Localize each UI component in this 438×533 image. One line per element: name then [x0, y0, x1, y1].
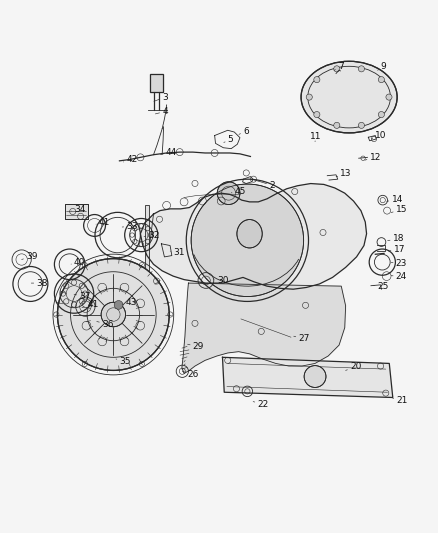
Circle shape	[191, 184, 304, 296]
Polygon shape	[150, 75, 163, 92]
Text: 38: 38	[31, 279, 48, 288]
Text: 18: 18	[388, 234, 404, 243]
Text: 4: 4	[155, 107, 168, 116]
Text: 11: 11	[310, 132, 321, 142]
Text: 6: 6	[239, 127, 249, 136]
Text: 23: 23	[391, 260, 407, 269]
Bar	[65, 204, 88, 220]
Circle shape	[334, 122, 340, 128]
Circle shape	[114, 301, 123, 309]
Text: 43: 43	[122, 298, 137, 307]
Text: 42: 42	[124, 156, 138, 165]
Text: 37: 37	[74, 292, 91, 301]
Text: 26: 26	[182, 370, 199, 379]
Text: 2: 2	[254, 180, 275, 190]
Text: 31: 31	[170, 248, 185, 257]
Circle shape	[386, 94, 392, 100]
Text: 15: 15	[391, 205, 407, 214]
Polygon shape	[223, 357, 393, 398]
Circle shape	[306, 94, 312, 100]
Text: 34: 34	[71, 205, 85, 214]
Circle shape	[314, 111, 320, 118]
Text: 21: 21	[393, 397, 408, 406]
Text: 14: 14	[387, 195, 403, 204]
Circle shape	[378, 111, 385, 118]
Text: 13: 13	[336, 169, 352, 179]
Text: 12: 12	[365, 153, 381, 162]
Circle shape	[57, 259, 169, 370]
Polygon shape	[141, 183, 367, 289]
Text: 3: 3	[154, 93, 168, 102]
Text: 10: 10	[371, 131, 387, 140]
Text: 7: 7	[334, 62, 343, 71]
Text: 17: 17	[389, 245, 405, 254]
Circle shape	[358, 66, 364, 72]
Ellipse shape	[237, 220, 262, 248]
Text: 20: 20	[346, 362, 361, 372]
Text: 24: 24	[391, 272, 407, 281]
Circle shape	[334, 66, 340, 72]
Circle shape	[217, 182, 240, 205]
Circle shape	[314, 77, 320, 83]
Text: 29: 29	[187, 342, 204, 351]
Text: 40: 40	[71, 257, 85, 266]
Text: 35: 35	[116, 357, 131, 366]
Text: 22: 22	[253, 400, 268, 408]
Text: 45: 45	[231, 187, 246, 196]
Text: 41: 41	[96, 219, 110, 228]
Circle shape	[378, 77, 385, 83]
Text: 32: 32	[144, 231, 159, 239]
Ellipse shape	[301, 61, 397, 133]
Text: 30: 30	[214, 276, 228, 285]
Text: 33: 33	[122, 222, 138, 231]
Text: 25: 25	[374, 282, 389, 291]
Bar	[65, 204, 88, 220]
Circle shape	[101, 302, 126, 327]
Circle shape	[304, 366, 326, 387]
Text: 36: 36	[97, 320, 113, 329]
Text: 41: 41	[82, 301, 99, 310]
Text: 39: 39	[21, 252, 38, 261]
Polygon shape	[182, 283, 346, 374]
Text: 5: 5	[224, 135, 233, 144]
Bar	[150, 75, 163, 92]
Polygon shape	[145, 205, 149, 271]
Text: 27: 27	[294, 335, 310, 343]
Circle shape	[358, 122, 364, 128]
Text: 44: 44	[160, 148, 177, 157]
Text: 9: 9	[378, 62, 386, 71]
